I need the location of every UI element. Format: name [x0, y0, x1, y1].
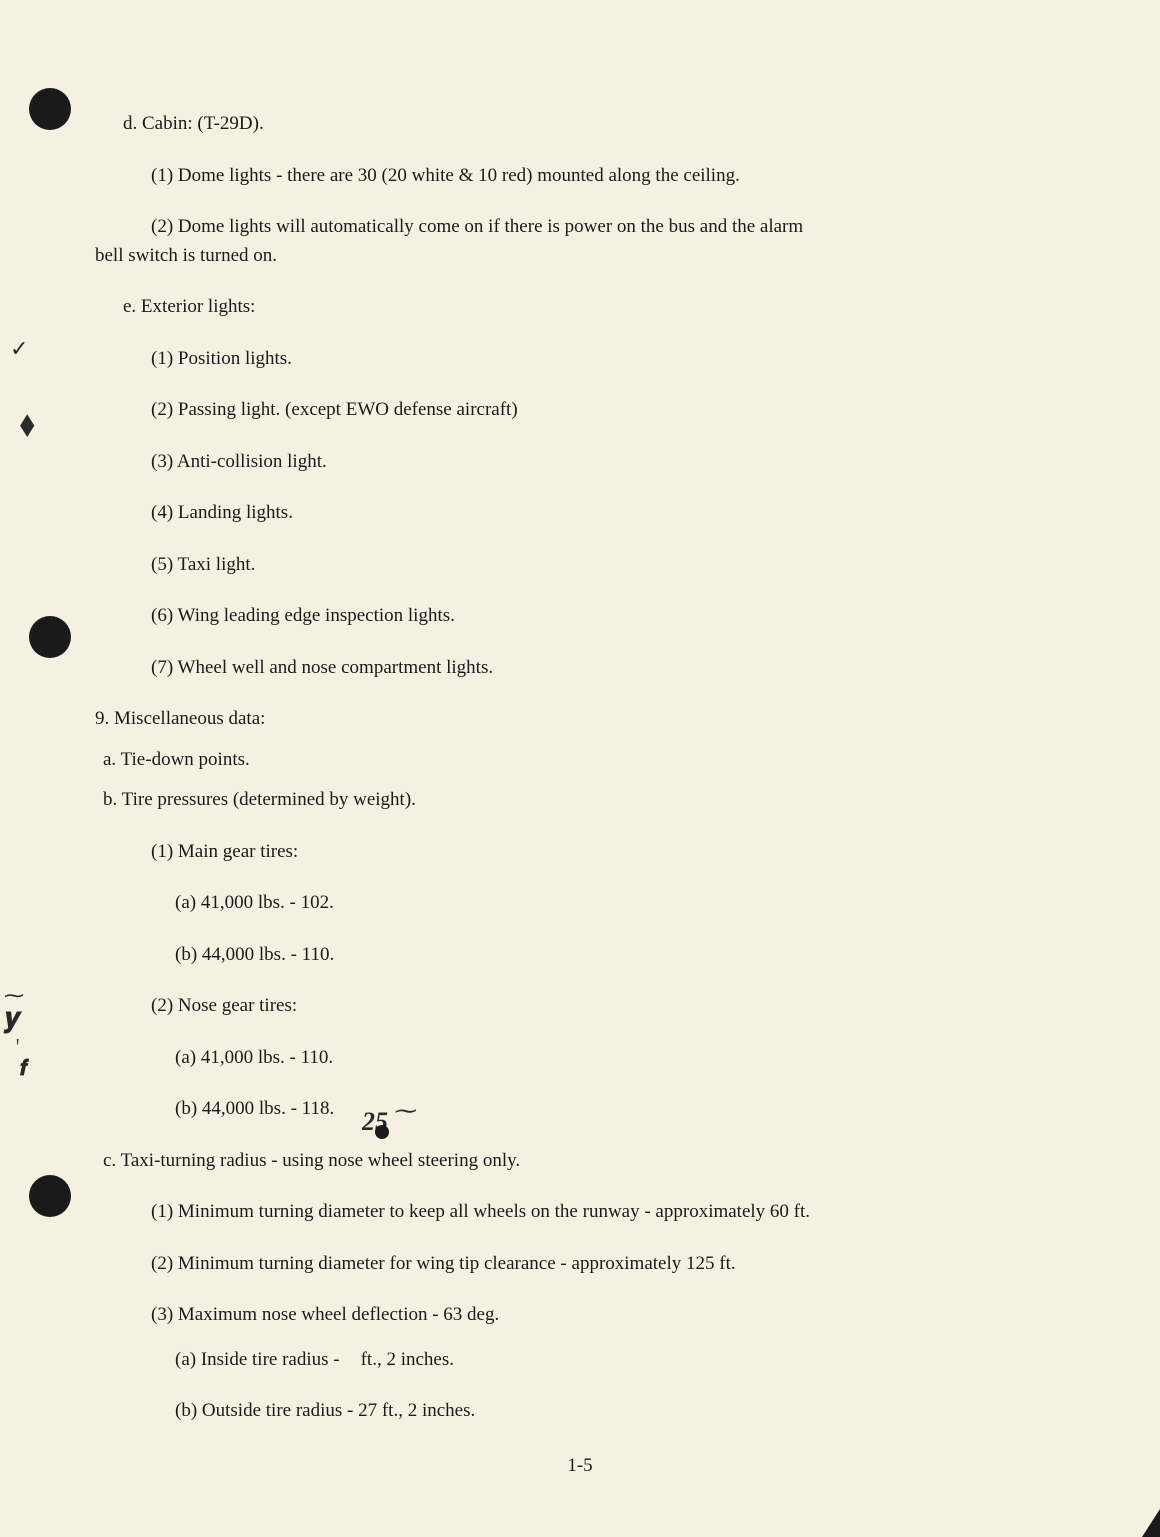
section-e-item-1: (1) Position lights. [95, 345, 1065, 374]
section-e-item-5: (5) Taxi light. [95, 551, 1065, 580]
section-9-heading: 9. Miscellaneous data: [95, 705, 1065, 734]
outside-tire-radius: (b) Outside tire radius - 27 ft., 2 inch… [95, 1397, 1065, 1426]
margin-mark-4: 𝒚 [4, 1003, 21, 1035]
section-d-item-2: (2) Dome lights will automatically come … [95, 213, 1065, 270]
punch-hole-top [29, 88, 71, 130]
section-9-item-b-heading: b. Tire pressures (determined by weight)… [95, 786, 1065, 815]
section-e-item-2: (2) Passing light. (except EWO defense a… [95, 396, 1065, 425]
margin-mark-6: 𝒇 [20, 1055, 28, 1081]
section-d-item-1: (1) Dome lights - there are 30 (20 white… [95, 162, 1065, 191]
nose-gear-heading: (2) Nose gear tires: [95, 992, 1065, 1021]
handwritten-flourish: ⁓ [393, 1098, 415, 1124]
corner-mark [1142, 1509, 1160, 1537]
taxi-item-2: (2) Minimum turning diameter for wing ti… [95, 1250, 1065, 1279]
punch-hole-middle [29, 616, 71, 658]
punch-hole-bottom [29, 1175, 71, 1217]
document-content: d. Cabin: (T-29D). (1) Dome lights - the… [95, 110, 1065, 1426]
crossed-out-number [375, 1125, 389, 1139]
section-e-item-4: (4) Landing lights. [95, 499, 1065, 528]
section-d-heading: d. Cabin: (T-29D). [95, 110, 1065, 139]
section-e-item-7: (7) Wheel well and nose compartment ligh… [95, 654, 1065, 683]
taxi-item-1: (1) Minimum turning diameter to keep all… [95, 1198, 1065, 1227]
inside-tire-radius: (a) Inside tire radius - ● ft., 2 inches… [95, 1346, 1065, 1375]
section-e-item-3: (3) Anti-collision light. [95, 448, 1065, 477]
margin-mark-1: ✓ [10, 336, 28, 362]
main-gear-heading: (1) Main gear tires: [95, 838, 1065, 867]
section-9-item-a: a. Tie-down points. [95, 746, 1065, 775]
main-gear-b: (b) 44,000 lbs. - 110. [95, 941, 1065, 970]
nose-gear-a: (a) 41,000 lbs. - 110. [95, 1044, 1065, 1073]
taxi-item-3-heading: (3) Maximum nose wheel deflection - 63 d… [95, 1301, 1065, 1330]
margin-mark-5: ꞌ [16, 1035, 19, 1056]
section-e-heading: e. Exterior lights: [95, 293, 1065, 322]
section-e-item-6: (6) Wing leading edge inspection lights. [95, 602, 1065, 631]
main-gear-a: (a) 41,000 lbs. - 102. [95, 889, 1065, 918]
page-number: 1-5 [567, 1455, 592, 1477]
margin-mark-2: ⬧ [20, 405, 34, 443]
nose-gear-b: (b) 44,000 lbs. - 118. [95, 1095, 1065, 1124]
section-9-item-c-heading: c. Taxi-turning radius - using nose whee… [95, 1147, 1065, 1176]
